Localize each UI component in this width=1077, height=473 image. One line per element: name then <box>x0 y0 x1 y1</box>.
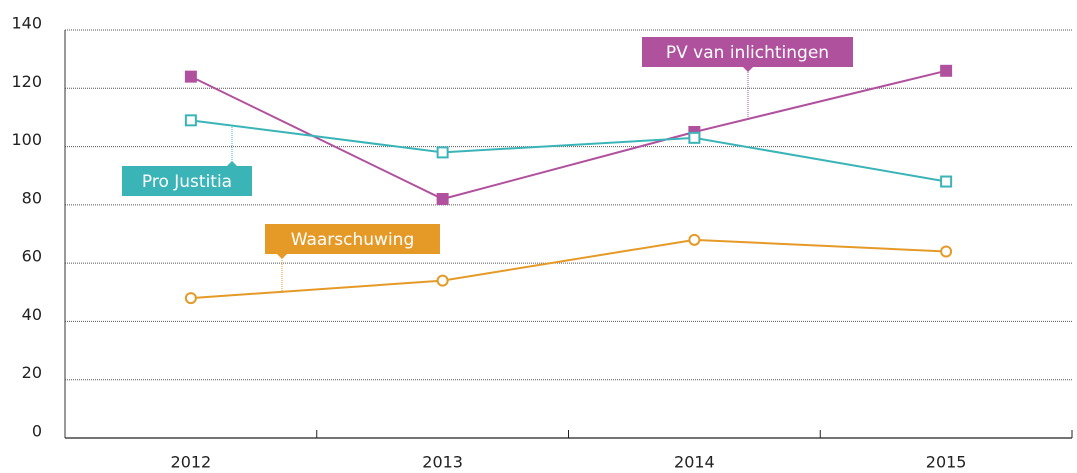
series-label: PV van inlichtingen <box>666 43 829 63</box>
marker <box>436 193 449 206</box>
marker <box>940 64 953 77</box>
y-tick-label: 40 <box>22 305 42 324</box>
series-label-box <box>265 224 440 254</box>
marker <box>940 245 953 258</box>
label-tip <box>743 67 753 72</box>
y-tick-label: 20 <box>22 363 42 382</box>
series-line <box>190 119 947 183</box>
series-line <box>190 69 947 201</box>
x-tick-label: 2013 <box>422 453 463 472</box>
marker <box>184 70 197 83</box>
x-tick-label: 2015 <box>926 453 967 472</box>
y-tick-label: 140 <box>11 14 42 33</box>
series-label-box <box>642 37 853 67</box>
marker <box>688 233 701 246</box>
series-label: Pro Justitia <box>142 172 232 192</box>
marker <box>688 131 701 144</box>
label-tip <box>227 161 237 166</box>
x-tick-label: 2012 <box>171 453 212 472</box>
series-line <box>190 238 947 300</box>
marker <box>184 114 197 127</box>
x-tick-label: 2014 <box>674 453 715 472</box>
y-tick-label: 80 <box>22 188 42 207</box>
marker <box>436 274 449 287</box>
marker <box>184 292 197 305</box>
y-tick-label: 120 <box>11 72 42 91</box>
y-tick-label: 0 <box>32 422 42 441</box>
label-tip <box>277 254 287 259</box>
series-label-box <box>122 166 252 196</box>
y-tick-label: 100 <box>11 130 42 149</box>
marker <box>436 146 449 159</box>
marker <box>940 175 953 188</box>
series-label: Waarschuwing <box>291 230 415 250</box>
y-tick-label: 60 <box>22 247 42 266</box>
